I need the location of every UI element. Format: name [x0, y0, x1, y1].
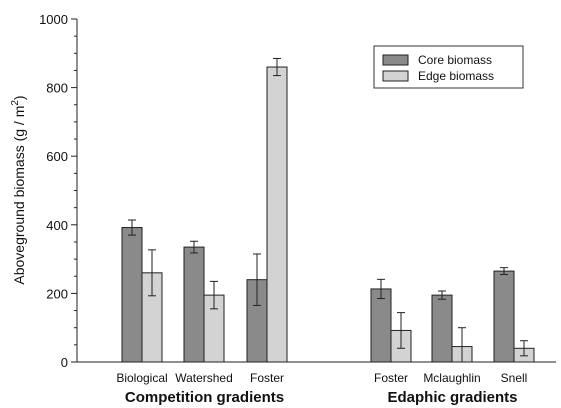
bar-edge	[266, 66, 288, 363]
group-label: Edaphic gradients	[387, 389, 517, 406]
axes	[71, 18, 556, 363]
y-axis-label-main: Aboveground biomass (g / m	[11, 106, 27, 285]
legend-swatch-edge	[382, 70, 409, 82]
bar-core	[183, 246, 205, 363]
y-tick-label: 0	[61, 355, 68, 370]
bars	[121, 57, 535, 363]
category-label: Biological	[116, 371, 167, 385]
y-axis-label: Aboveground biomass (g / m2)	[10, 95, 27, 284]
category-label: Foster	[374, 371, 408, 385]
y-tick-label: 800	[46, 81, 68, 96]
legend-swatch-core	[382, 54, 409, 66]
bar-core	[370, 288, 392, 363]
legend-label-core: Core biomass	[418, 53, 492, 67]
category-label: Mclaughlin	[423, 371, 480, 385]
category-label: Foster	[250, 371, 284, 385]
y-tick-label: 1000	[39, 12, 68, 27]
legend-label-edge: Edge biomass	[418, 69, 494, 83]
labels: 0 200 400 600 800 1000 Biological Watershed Fost…	[39, 12, 527, 406]
y-tick-label: 400	[46, 218, 68, 233]
legend: Core biomass Edge biomass	[373, 45, 524, 89]
category-label: Watershed	[175, 371, 233, 385]
y-axis-label-superscript: 2	[10, 100, 21, 106]
bar-core	[121, 227, 143, 363]
group-label: Competition gradients	[125, 389, 284, 406]
category-label: Snell	[501, 371, 528, 385]
y-tick-label: 600	[46, 149, 68, 164]
bar-core	[493, 270, 515, 363]
bar-core	[431, 294, 453, 363]
y-axis-label-close: )	[11, 95, 27, 100]
y-tick-label: 200	[46, 286, 68, 301]
